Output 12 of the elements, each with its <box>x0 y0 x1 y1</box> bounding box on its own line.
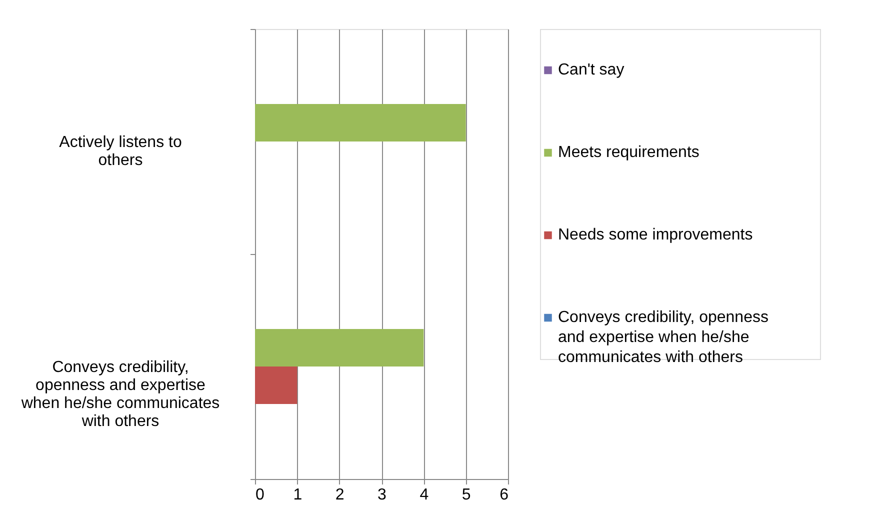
legend-label: Needs some improvements <box>558 226 753 244</box>
x-tick-label: 3 <box>378 486 387 504</box>
x-tick-label: 6 <box>500 486 509 504</box>
x-tick-label: 0 <box>256 486 264 504</box>
legend-label: Can't say <box>558 61 624 78</box>
x-tick-label: 2 <box>335 486 344 504</box>
x-tick-label: 1 <box>293 486 302 504</box>
x-tick-label: 5 <box>462 486 471 504</box>
legend-label: Conveys credibility, openness and expertise when he/she communicates with others <box>558 308 768 366</box>
x-tick-label: 4 <box>420 486 429 504</box>
legend-label: Meets requirements <box>558 144 700 161</box>
y-tick-label: Actively listens to others <box>59 134 182 169</box>
